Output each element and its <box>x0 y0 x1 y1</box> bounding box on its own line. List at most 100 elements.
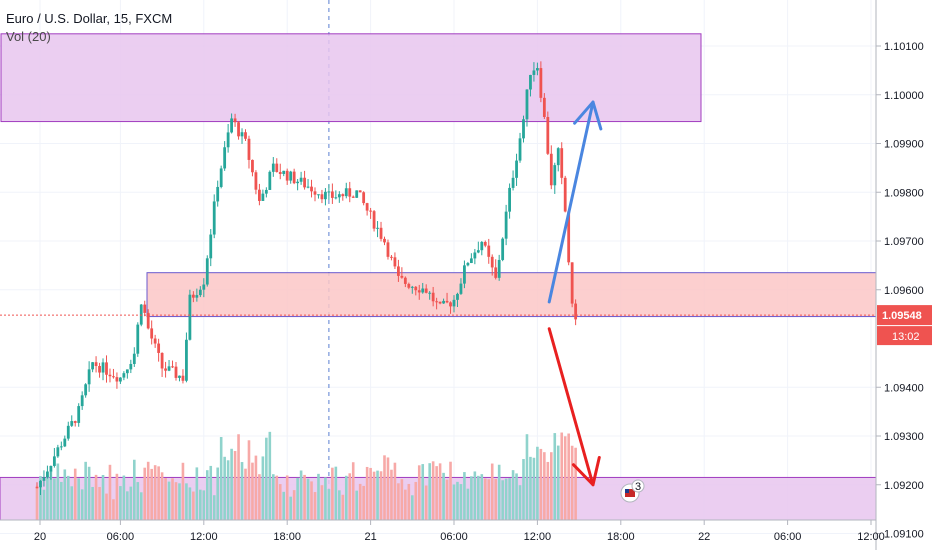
candle-body <box>244 132 247 139</box>
volume-bar <box>529 456 532 520</box>
candle-body <box>560 148 564 178</box>
volume-bar <box>219 437 223 520</box>
volume-bar <box>292 490 296 520</box>
candle-body <box>198 289 202 296</box>
candle-body <box>567 211 571 263</box>
candle-body <box>438 301 442 304</box>
volume-bar <box>546 461 550 520</box>
volume-bar <box>251 462 254 520</box>
candle-body <box>341 194 345 197</box>
candle-body <box>251 159 254 173</box>
candle-body <box>369 210 372 212</box>
volume-bar <box>358 483 362 520</box>
candle-body <box>449 302 452 307</box>
candle-body <box>143 304 147 313</box>
candle-body <box>549 153 553 186</box>
volume-bar <box>126 491 129 520</box>
volume-bar <box>49 470 53 520</box>
volume-bar <box>470 476 473 520</box>
upper-resistance-zone <box>0 33 702 123</box>
volume-bar <box>341 494 345 520</box>
candle-body <box>205 258 209 285</box>
volume-bar <box>383 455 386 520</box>
volume-bar <box>449 461 452 520</box>
volume-bar <box>574 447 577 520</box>
volume-bar <box>438 463 442 520</box>
y-tick-label: 1.09300 <box>884 431 924 443</box>
volume-bar <box>313 492 317 520</box>
volume-bar <box>192 491 195 520</box>
candle-body <box>563 177 567 212</box>
candle-body <box>195 295 199 298</box>
candle-body <box>77 406 81 423</box>
volume-bar <box>355 490 358 520</box>
volume-bar <box>477 475 480 520</box>
y-tick-label: 1.09200 <box>884 480 924 492</box>
volume-bar <box>327 489 331 520</box>
candle-body <box>362 192 366 204</box>
volume-bar <box>195 467 199 520</box>
volume-bar <box>494 478 497 520</box>
candle-body <box>515 160 518 178</box>
volume-bar <box>278 484 282 520</box>
candle-body <box>264 189 268 194</box>
volume-bar <box>317 473 320 520</box>
candle-body <box>539 68 543 98</box>
candle-body <box>445 300 449 303</box>
volume-bar <box>70 486 74 520</box>
volume-bar <box>42 489 46 520</box>
candle-body <box>466 263 470 266</box>
volume-bar <box>178 483 181 520</box>
x-tick-label: 12:00 <box>524 531 552 543</box>
candle-body <box>546 116 550 154</box>
volume-bar <box>480 474 484 520</box>
volume-bar <box>532 457 536 520</box>
volume-bar <box>209 465 213 520</box>
volume-bar <box>91 486 94 520</box>
volume-bar <box>556 445 560 520</box>
y-tick-label: 1.09600 <box>884 285 924 297</box>
candle-body <box>91 362 94 370</box>
y-tick-label: 1.09900 <box>884 139 924 151</box>
x-axis: 20 06:00 12:00 18:00 21 06:00 12:00 18:00 22 06:0… <box>0 519 885 543</box>
bearish-arrow-head <box>571 455 601 487</box>
volume-bar <box>351 462 355 520</box>
volume-bar <box>362 485 365 520</box>
volume-bar <box>35 485 39 520</box>
volume-bar <box>567 433 570 520</box>
volume-bar <box>442 472 445 520</box>
volume-bar <box>504 478 508 520</box>
volume-bar <box>518 485 522 520</box>
volume-bar <box>105 493 108 520</box>
candle-body <box>188 294 192 340</box>
candle-body <box>303 177 306 188</box>
candle-body <box>258 189 261 201</box>
x-tick-label: 18:00 <box>273 531 301 543</box>
flag-canton <box>625 489 629 493</box>
candle-body <box>483 241 487 246</box>
candle-body <box>35 487 39 489</box>
volume-bar <box>265 437 268 520</box>
candle-body <box>98 366 101 373</box>
candle-body <box>542 97 546 117</box>
volume-bar <box>289 496 292 520</box>
candle-body <box>261 193 265 201</box>
volume-bar <box>66 475 70 520</box>
volume-bar <box>87 466 91 520</box>
candle-body <box>487 245 491 257</box>
candle-body <box>139 304 143 325</box>
volume-bar <box>98 486 101 520</box>
volume-bar <box>515 473 518 520</box>
candle-body <box>178 375 181 378</box>
y-tick-label: 1.10000 <box>884 90 924 102</box>
volume-bar <box>414 481 418 520</box>
candle-body <box>94 362 98 367</box>
candle-body <box>237 122 240 137</box>
candle-body <box>497 259 501 278</box>
candle-body <box>247 138 251 160</box>
candle-body <box>292 171 296 184</box>
volume-bar <box>459 484 463 520</box>
candle-body <box>379 227 383 239</box>
candle-body <box>417 290 421 293</box>
